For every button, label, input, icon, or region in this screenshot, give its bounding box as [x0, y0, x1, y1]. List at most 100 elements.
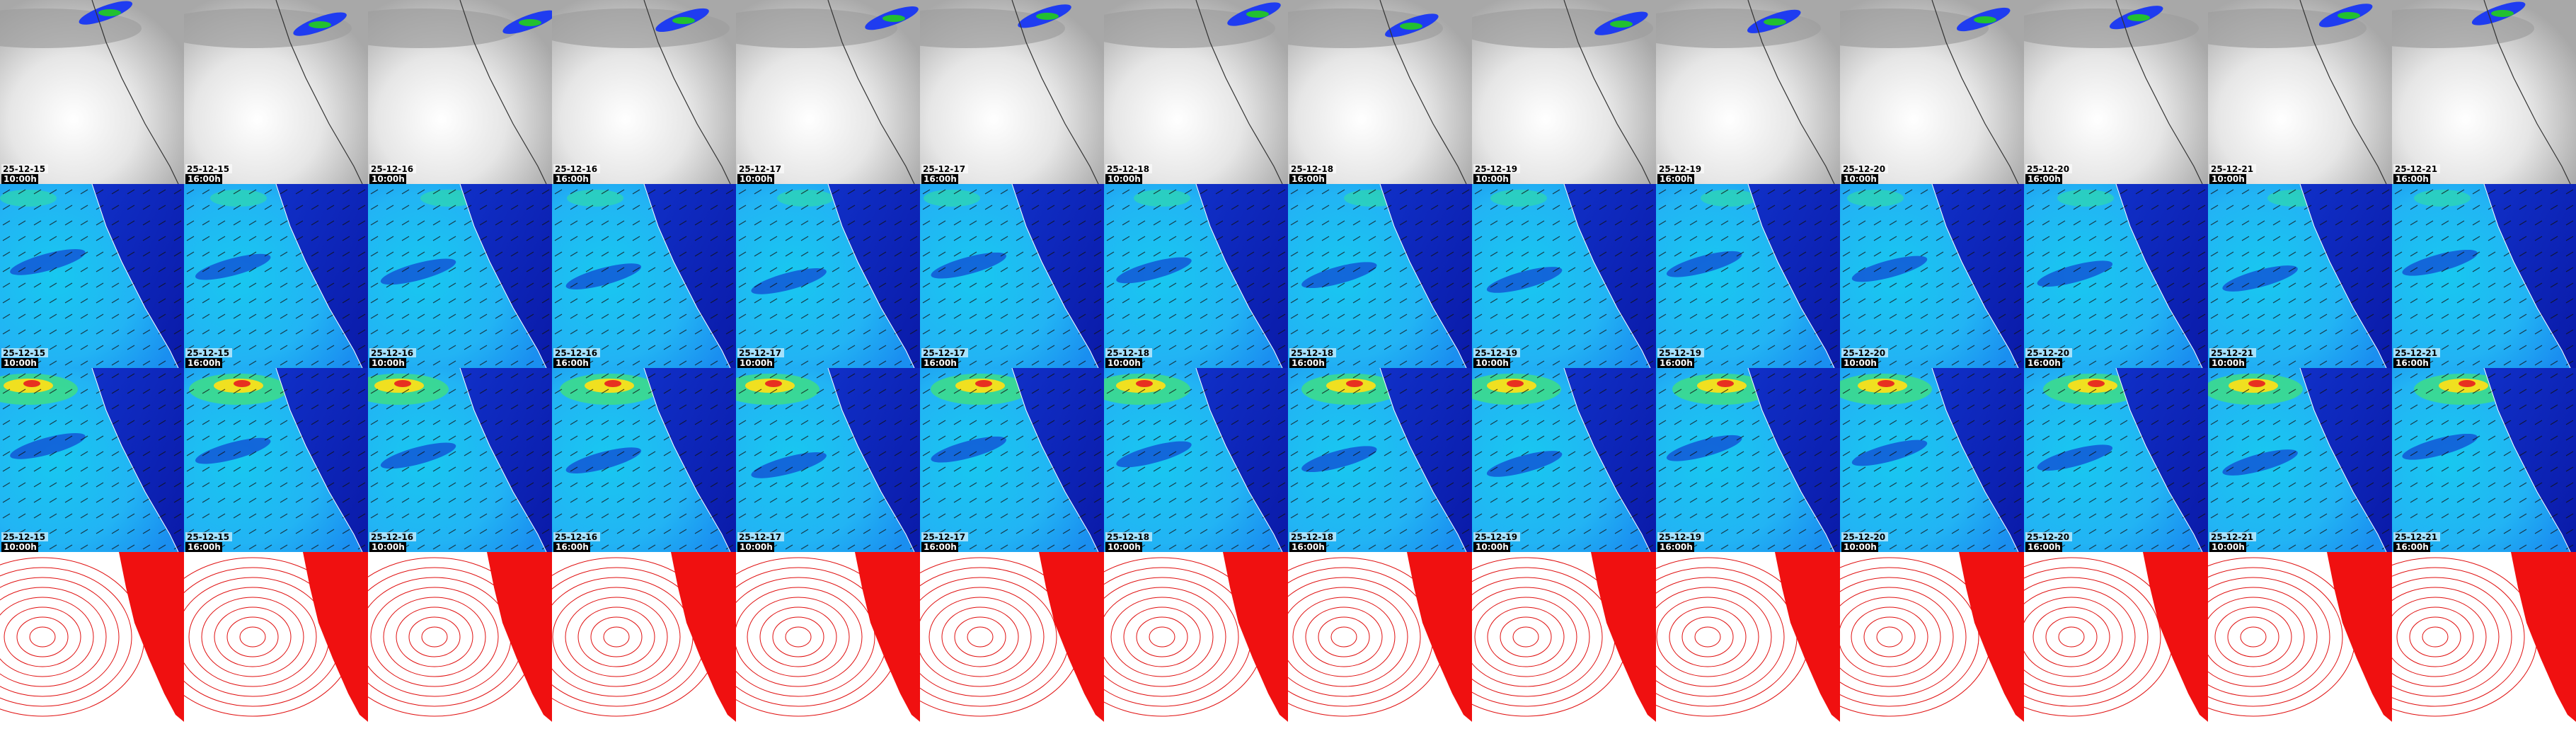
- isobar: [2409, 616, 2461, 657]
- isobar: [2208, 597, 2305, 677]
- frame-date: 25-12-19: [1659, 164, 1701, 174]
- coastline: [91, 368, 179, 552]
- wind-barbs: [2208, 368, 2392, 552]
- panel-content: [184, 368, 368, 552]
- frame-time: 16:00h: [188, 174, 221, 184]
- time-box: [553, 542, 590, 552]
- frame-time: 16:00h: [924, 358, 957, 368]
- wind-barbs: [1288, 368, 1472, 552]
- frame-date: 25-12-17: [739, 532, 781, 542]
- panel-content: [2208, 552, 2392, 736]
- isobar: [29, 626, 56, 648]
- frame-time: 10:00h: [1476, 174, 1509, 184]
- panel-content: [184, 0, 368, 184]
- isobar: [2392, 587, 2500, 687]
- frame-time: 10:00h: [1476, 358, 1509, 368]
- map-panel: [1656, 552, 1840, 736]
- isobar: [421, 626, 448, 648]
- isobar: [1330, 626, 1357, 648]
- map-panel: [2392, 552, 2576, 736]
- frame-time: 10:00h: [2212, 358, 2245, 368]
- isobar: [2240, 626, 2267, 648]
- time-box: [1289, 358, 1326, 368]
- frame-date: 25-12-16: [555, 532, 597, 542]
- map-panel: [184, 552, 368, 736]
- coastline: [1379, 0, 1467, 184]
- frame-date: 25-12-17: [739, 164, 781, 174]
- coastline: [643, 368, 731, 552]
- frame-date: 25-12-16: [371, 164, 413, 174]
- cloud-band: [736, 8, 897, 48]
- date-box: [1473, 532, 1520, 541]
- map-panel: [1840, 552, 2024, 736]
- isobar: [1136, 616, 1188, 657]
- frame-time: 10:00h: [740, 358, 773, 368]
- frame-date: 25-12-17: [923, 164, 965, 174]
- land-pressure: [303, 552, 368, 722]
- coastline: [2115, 184, 2203, 368]
- panel-content: [736, 368, 920, 552]
- time-box: [185, 542, 222, 552]
- isobar: [577, 606, 655, 667]
- frame-date: 25-12-21: [2211, 532, 2253, 542]
- frame-date: 25-12-21: [2211, 164, 2253, 174]
- coastline: [2299, 368, 2387, 552]
- date-box: [369, 532, 416, 541]
- isobar: [1123, 606, 1201, 667]
- map-panel: [368, 552, 552, 736]
- isobar: [396, 606, 473, 667]
- time-box: [2209, 542, 2246, 552]
- wind-barbs: [2392, 184, 2576, 368]
- date-box: [1657, 164, 1704, 173]
- panel-content: [1472, 184, 1656, 368]
- panel-content: [1656, 368, 1840, 552]
- isobar: [2227, 616, 2279, 657]
- frame-date: 25-12-16: [371, 532, 413, 542]
- date-box: [1, 164, 48, 173]
- land-pressure: [1775, 552, 1840, 722]
- isobar: [1305, 606, 1383, 667]
- coastline: [1563, 0, 1651, 184]
- panel-content: [552, 184, 736, 368]
- isobar: [214, 606, 292, 667]
- time-box: [737, 174, 774, 184]
- time-box: [1, 542, 38, 552]
- panel-content: [1288, 368, 1472, 552]
- isobar: [1318, 616, 1370, 657]
- wind-barbs: [552, 368, 736, 552]
- coastline: [1931, 0, 2019, 184]
- map-panel: [2208, 552, 2392, 736]
- frame-time: 16:00h: [2396, 174, 2429, 184]
- coastline: [643, 0, 731, 184]
- wind-barbs: [368, 184, 552, 368]
- panel-content: [0, 184, 184, 368]
- precip-core: [1764, 18, 1786, 25]
- panel-content: [2024, 184, 2208, 368]
- date-box: [2393, 164, 2440, 173]
- frame-date: 25-12-21: [2395, 532, 2437, 542]
- isobar: [1669, 606, 1747, 667]
- frame-date: 25-12-18: [1291, 348, 1333, 358]
- panel-content: [552, 368, 736, 552]
- isobar: [1840, 567, 1979, 707]
- time-box: [553, 358, 590, 368]
- coastline: [1011, 0, 1099, 184]
- isobar: [0, 587, 107, 687]
- time-box: [553, 174, 590, 184]
- precip-core: [882, 15, 905, 22]
- date-box: [2209, 164, 2256, 173]
- isobar: [2208, 567, 2343, 707]
- isobar: [1110, 597, 1214, 677]
- wind-barbs: [1656, 184, 1840, 368]
- frame-date: 25-12-16: [555, 348, 597, 358]
- date-box: [1105, 532, 1152, 541]
- panel-content: [0, 0, 184, 184]
- frame-date: 25-12-20: [2027, 164, 2069, 174]
- isobar: [1840, 587, 1954, 687]
